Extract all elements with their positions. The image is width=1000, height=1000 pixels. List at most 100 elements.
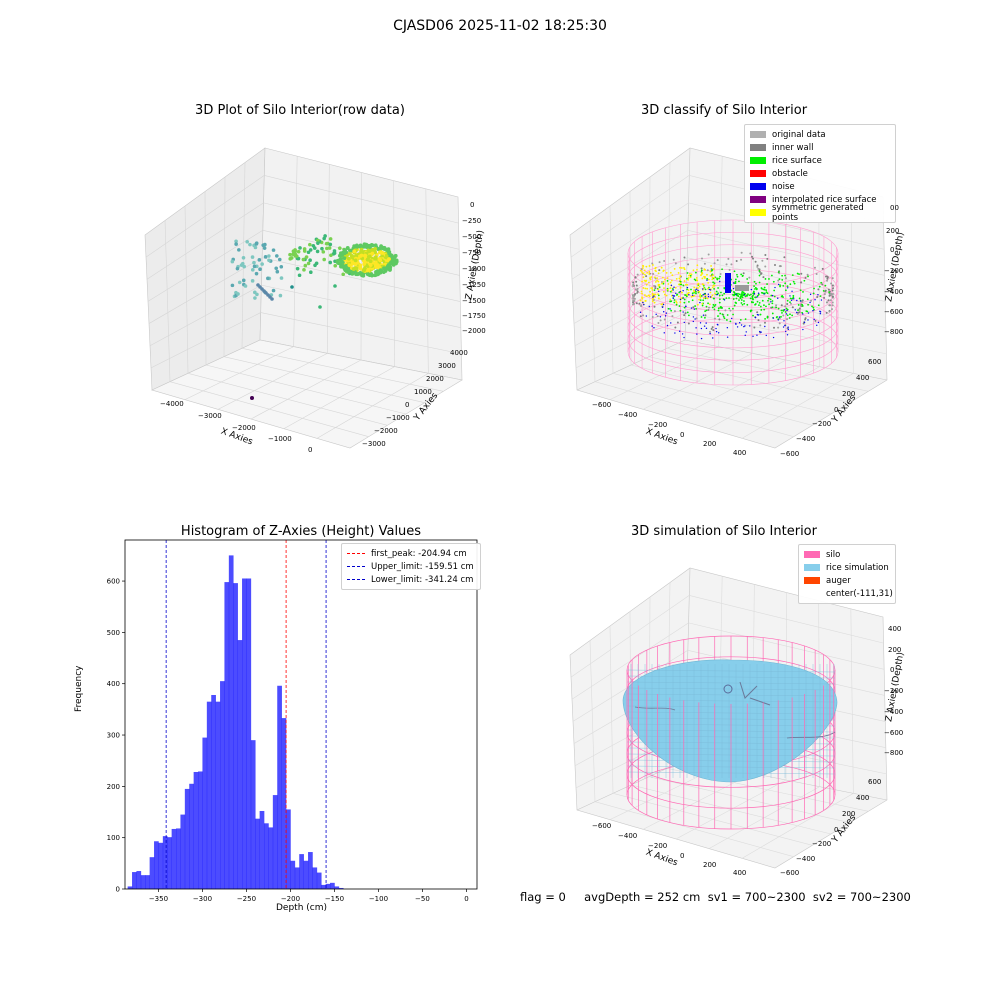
- inner-wall-point: [814, 320, 816, 322]
- hist-ytick-label: 300: [107, 732, 120, 740]
- rice-surface-point: [719, 276, 721, 278]
- p1-ytick-1: 3000: [438, 362, 456, 370]
- inner-wall-point: [830, 293, 832, 295]
- data-point: [329, 254, 333, 258]
- noise-point: [773, 337, 774, 338]
- noise-point: [684, 322, 685, 323]
- data-point: [267, 254, 271, 258]
- symmetric-point: [666, 295, 668, 297]
- hist-bar: [136, 871, 141, 889]
- inner-wall-point: [663, 260, 665, 262]
- hist-bar: [185, 789, 190, 889]
- inner-wall-point: [701, 257, 703, 259]
- data-point: [369, 259, 373, 263]
- symmetric-point: [648, 271, 650, 273]
- noise-point: [682, 311, 683, 312]
- inner-wall-point: [825, 290, 827, 292]
- p2-ztick-4: −600: [884, 308, 903, 316]
- symmetric-point: [663, 281, 665, 283]
- data-point: [313, 263, 317, 267]
- noise-point: [759, 331, 760, 332]
- data-point: [367, 249, 371, 253]
- inner-wall-point: [740, 259, 742, 261]
- symmetric-point: [688, 275, 690, 277]
- inner-wall-point: [642, 314, 644, 316]
- inner-wall-point: [832, 304, 834, 306]
- panel1-3d-scatter: [140, 140, 480, 470]
- data-point: [308, 243, 312, 247]
- rice-surface-point: [753, 285, 755, 287]
- inner-wall-point: [714, 318, 716, 320]
- noise-point: [665, 315, 666, 316]
- noise-point: [731, 318, 732, 319]
- rice-surface-point: [670, 300, 672, 302]
- rice-surface-point: [718, 307, 720, 309]
- legend-label: noise: [772, 182, 795, 192]
- legend-swatch: [750, 196, 766, 203]
- hist-bar: [229, 555, 234, 889]
- rice-surface-point: [747, 293, 749, 295]
- rice-surface-point: [702, 305, 704, 307]
- symmetric-point: [675, 287, 677, 289]
- symmetric-point: [648, 282, 650, 284]
- noise-point: [675, 293, 676, 294]
- inner-wall-point: [632, 283, 634, 285]
- noise-point: [813, 319, 814, 320]
- data-point: [267, 258, 271, 262]
- symmetric-point: [696, 264, 698, 266]
- rice-surface-point: [714, 309, 716, 311]
- rice-surface-point: [739, 293, 741, 295]
- data-point: [258, 258, 262, 262]
- inner-wall-point: [805, 277, 807, 279]
- legend-label: symmetric generated points: [772, 203, 890, 223]
- inner-wall-point: [777, 327, 779, 329]
- data-point: [333, 251, 337, 255]
- noise-point: [749, 325, 750, 326]
- hist-bar: [202, 738, 207, 889]
- data-point: [305, 255, 309, 259]
- data-point: [298, 246, 302, 250]
- legend-label: rice simulation: [826, 563, 889, 573]
- p1-xtick-4: 0: [308, 446, 312, 454]
- rice-surface-point: [820, 282, 822, 284]
- inner-wall-point: [760, 273, 762, 275]
- noise-point: [685, 306, 686, 307]
- inner-wall-point: [674, 310, 676, 312]
- inner-wall-point: [832, 295, 834, 297]
- noise-point: [705, 322, 706, 323]
- inner-wall-point: [829, 304, 831, 306]
- noise-point: [820, 313, 821, 314]
- p2-ytick-1: 400: [856, 374, 869, 382]
- noise-point: [796, 312, 797, 313]
- data-point: [347, 257, 351, 261]
- data-point: [316, 241, 320, 245]
- inner-wall-point: [761, 260, 763, 262]
- inner-wall-point: [637, 274, 639, 276]
- noise-point: [807, 319, 808, 320]
- data-point: [290, 285, 294, 289]
- symmetric-point: [698, 299, 700, 301]
- hist-bar: [260, 811, 265, 889]
- rice-surface-point: [758, 270, 760, 272]
- symmetric-point: [644, 294, 646, 296]
- rice-surface-point: [750, 294, 752, 296]
- legend-swatch: [750, 183, 766, 190]
- p4-ztick-5: −600: [884, 729, 903, 737]
- rice-surface-point: [765, 305, 767, 307]
- noise-point: [708, 296, 709, 297]
- rice-surface-point: [754, 304, 756, 306]
- noise-point: [658, 291, 659, 292]
- data-point: [383, 267, 387, 271]
- p2-ztick-5: −800: [884, 328, 903, 336]
- legend-item-original: original data: [750, 128, 890, 141]
- symmetric-point: [649, 265, 651, 267]
- p4-xtick-3: 0: [680, 852, 684, 860]
- symmetric-point: [699, 295, 701, 297]
- data-point: [387, 247, 391, 251]
- rice-surface-point: [819, 286, 821, 288]
- data-point: [371, 243, 375, 247]
- hist-bar: [145, 875, 150, 889]
- inner-wall-point: [632, 303, 634, 305]
- p2-xtick-3: 0: [680, 431, 684, 439]
- legend-label: first_peak: -204.94 cm: [371, 549, 467, 559]
